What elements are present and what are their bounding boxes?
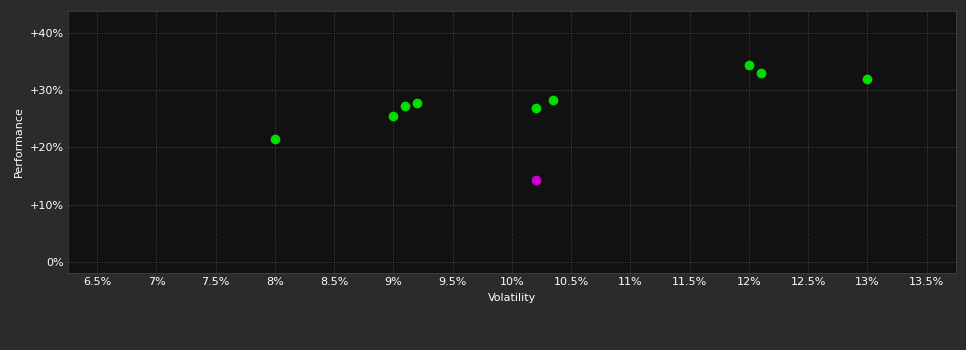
X-axis label: Volatility: Volatility xyxy=(488,293,536,303)
Point xyxy=(528,105,544,110)
Point xyxy=(741,62,756,68)
Point xyxy=(410,100,425,106)
Y-axis label: Performance: Performance xyxy=(14,106,24,177)
Point xyxy=(753,70,769,76)
Point xyxy=(398,104,413,109)
Point xyxy=(385,113,401,119)
Point xyxy=(546,97,561,103)
Point xyxy=(268,136,283,142)
Point xyxy=(528,177,544,183)
Point xyxy=(860,76,875,82)
